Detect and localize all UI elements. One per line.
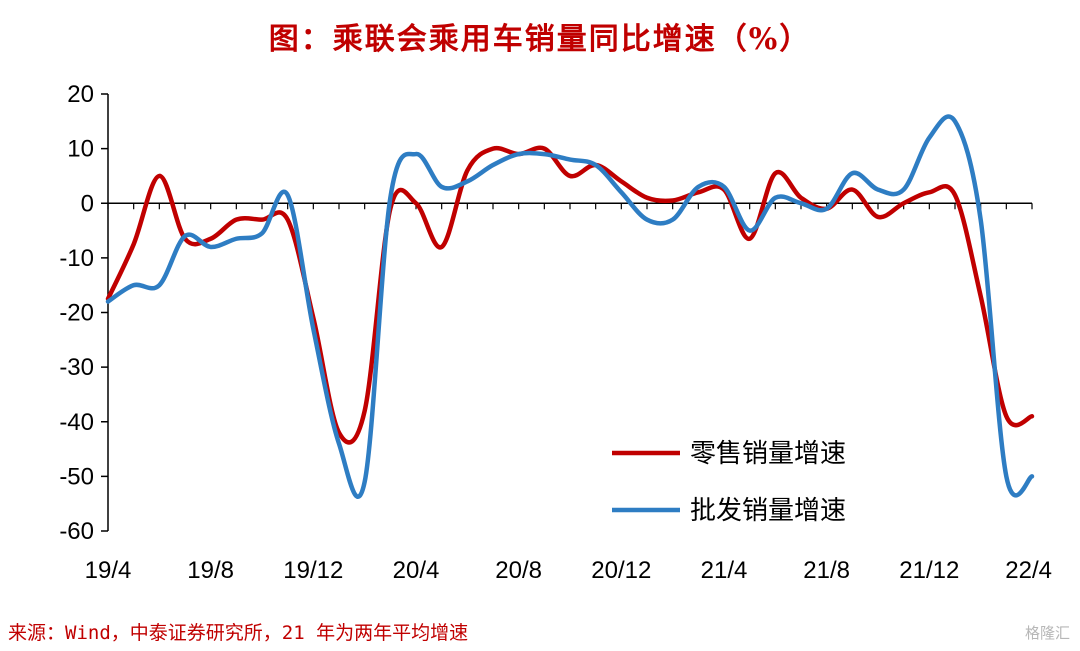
axes: 20 10 0 -10 -20 -30 -40 -50 -60 19/4 19/8 19/12 20/4… bbox=[59, 81, 1052, 584]
y-tick-label: -20 bbox=[59, 300, 94, 327]
y-tick-label: -40 bbox=[59, 409, 94, 436]
x-tick-label: 20/8 bbox=[495, 557, 542, 584]
chart-title: 图：乘联会乘用车销量同比增速（%） bbox=[268, 22, 812, 57]
y-tick-label: 10 bbox=[67, 136, 94, 163]
x-tick-label: 21/4 bbox=[701, 557, 748, 584]
x-tick-label: 19/12 bbox=[283, 557, 343, 584]
y-tick-label: 0 bbox=[81, 190, 94, 217]
x-tick-label: 20/4 bbox=[393, 557, 440, 584]
x-tick-label: 19/8 bbox=[187, 557, 234, 584]
y-tick-label: -50 bbox=[59, 463, 94, 490]
y-tick-label: -10 bbox=[59, 245, 94, 272]
x-tick-label: 20/12 bbox=[591, 557, 651, 584]
x-tick-label: 21/12 bbox=[899, 557, 959, 584]
watermark: 格隆汇 bbox=[1024, 624, 1070, 642]
x-tick-label: 22/4 bbox=[1005, 557, 1052, 584]
source-note: 来源：Wind，中泰证券研究所，21 年为两年平均增速 bbox=[8, 622, 469, 644]
legend-label: 零售销量增速 bbox=[690, 439, 846, 469]
y-tick-label: 20 bbox=[67, 81, 94, 108]
series-line-wholesale bbox=[105, 114, 1035, 499]
legend-label: 批发销量增速 bbox=[690, 496, 846, 526]
x-tick-label: 19/4 bbox=[85, 557, 132, 584]
x-tick-label: 21/8 bbox=[803, 557, 850, 584]
series-group bbox=[105, 114, 1035, 499]
y-tick-label: -60 bbox=[59, 518, 94, 545]
y-tick-label: -30 bbox=[59, 354, 94, 381]
